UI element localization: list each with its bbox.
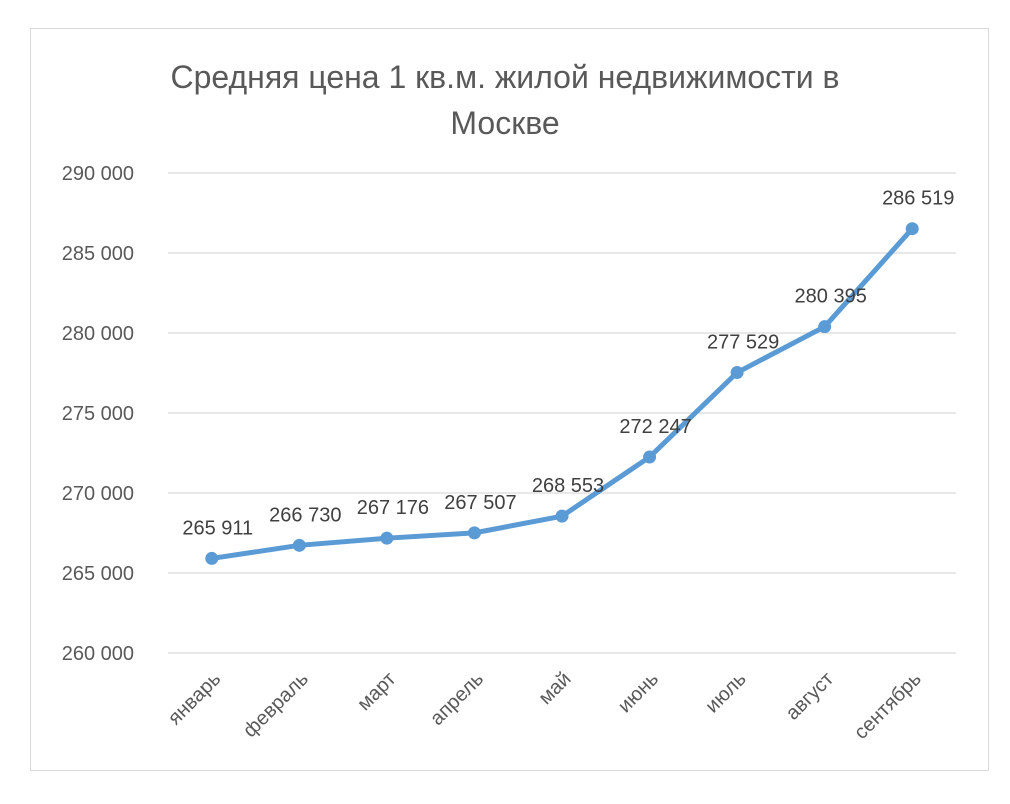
- x-tick-label: август: [782, 668, 839, 725]
- data-label: 280 395: [795, 286, 867, 308]
- y-tick-label: 270 000: [62, 483, 134, 505]
- x-tick-label: июль: [701, 668, 750, 717]
- data-point: [555, 509, 569, 523]
- y-tick-label: 260 000: [62, 643, 134, 665]
- chart-title-line-1: Средняя цена 1 кв.м. жилой недвижимости …: [170, 59, 840, 95]
- data-label: 268 553: [532, 475, 604, 497]
- data-label: 286 519: [882, 188, 954, 210]
- x-tick-label: апрель: [426, 668, 488, 730]
- data-point: [205, 551, 219, 565]
- data-label: 266 730: [269, 504, 341, 526]
- y-tick-label: 285 000: [62, 243, 134, 265]
- y-tick-label: 280 000: [62, 323, 134, 345]
- x-tick-label: февраль: [239, 668, 313, 742]
- y-axis-ticks: 260 000 265 000 270 000 275 000 280 000 285 0…: [62, 163, 134, 665]
- data-point: [467, 526, 481, 540]
- chart-area: [30, 28, 989, 771]
- data-point: [730, 366, 744, 380]
- chart-title-line-2: Москве: [450, 105, 560, 141]
- y-tick-label: 265 000: [62, 563, 134, 585]
- data-point: [818, 320, 832, 334]
- data-label: 272 247: [619, 416, 691, 438]
- data-point: [643, 450, 657, 464]
- y-tick-label: 275 000: [62, 403, 134, 425]
- data-label: 277 529: [707, 332, 779, 354]
- x-axis-categories: январь февраль март апрель май июнь июль август…: [164, 668, 926, 744]
- x-tick-label: март: [353, 668, 400, 715]
- data-point: [380, 531, 394, 545]
- series: [205, 222, 919, 565]
- data-labels: 265 911 266 730 267 176 267 507 268 553 272 2…: [182, 188, 954, 540]
- x-tick-label: январь: [164, 668, 225, 729]
- x-tick-label: июнь: [614, 668, 663, 717]
- data-point: [905, 222, 919, 236]
- x-tick-label: сентябрь: [850, 668, 926, 744]
- data-label: 265 911: [182, 517, 253, 539]
- data-label: 267 507: [444, 492, 516, 514]
- y-tick-label: 290 000: [62, 163, 134, 185]
- data-point: [292, 538, 306, 552]
- chart-title: Средняя цена 1 кв.м. жилой недвижимости …: [0, 54, 1010, 146]
- gridlines: [168, 172, 956, 654]
- x-tick-label: май: [534, 668, 575, 709]
- data-label: 267 176: [357, 497, 429, 519]
